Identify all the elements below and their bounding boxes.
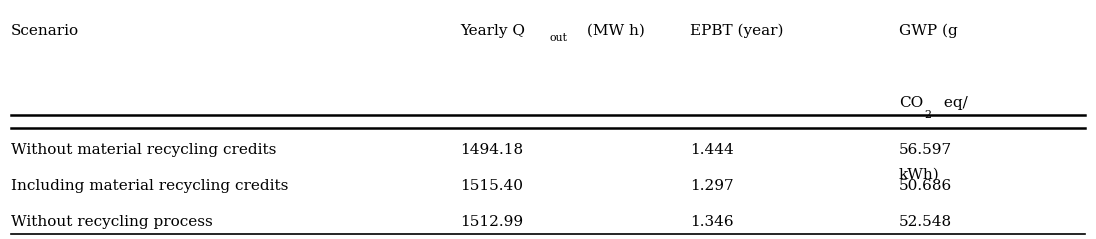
Text: (MW h): (MW h) — [582, 24, 644, 38]
Text: Without material recycling credits: Without material recycling credits — [11, 143, 276, 158]
Text: 1.444: 1.444 — [690, 143, 734, 158]
Text: Yearly Q: Yearly Q — [460, 24, 525, 38]
Text: 52.548: 52.548 — [899, 215, 951, 229]
Text: 56.597: 56.597 — [899, 143, 951, 158]
Text: eq/: eq/ — [938, 96, 968, 110]
Text: 1494.18: 1494.18 — [460, 143, 524, 158]
Text: Scenario: Scenario — [11, 24, 79, 38]
Text: EPBT (year): EPBT (year) — [690, 24, 784, 38]
Text: 2: 2 — [924, 110, 932, 120]
Text: kWh): kWh) — [899, 167, 939, 181]
Text: Including material recycling credits: Including material recycling credits — [11, 179, 288, 193]
Text: Without recycling process: Without recycling process — [11, 215, 213, 229]
Text: GWP (g: GWP (g — [899, 24, 958, 38]
Text: 1.346: 1.346 — [690, 215, 734, 229]
Text: 1512.99: 1512.99 — [460, 215, 524, 229]
Text: CO: CO — [899, 96, 923, 110]
Text: 1.297: 1.297 — [690, 179, 734, 193]
Text: out: out — [549, 33, 567, 43]
Text: 1515.40: 1515.40 — [460, 179, 523, 193]
Text: 50.686: 50.686 — [899, 179, 952, 193]
